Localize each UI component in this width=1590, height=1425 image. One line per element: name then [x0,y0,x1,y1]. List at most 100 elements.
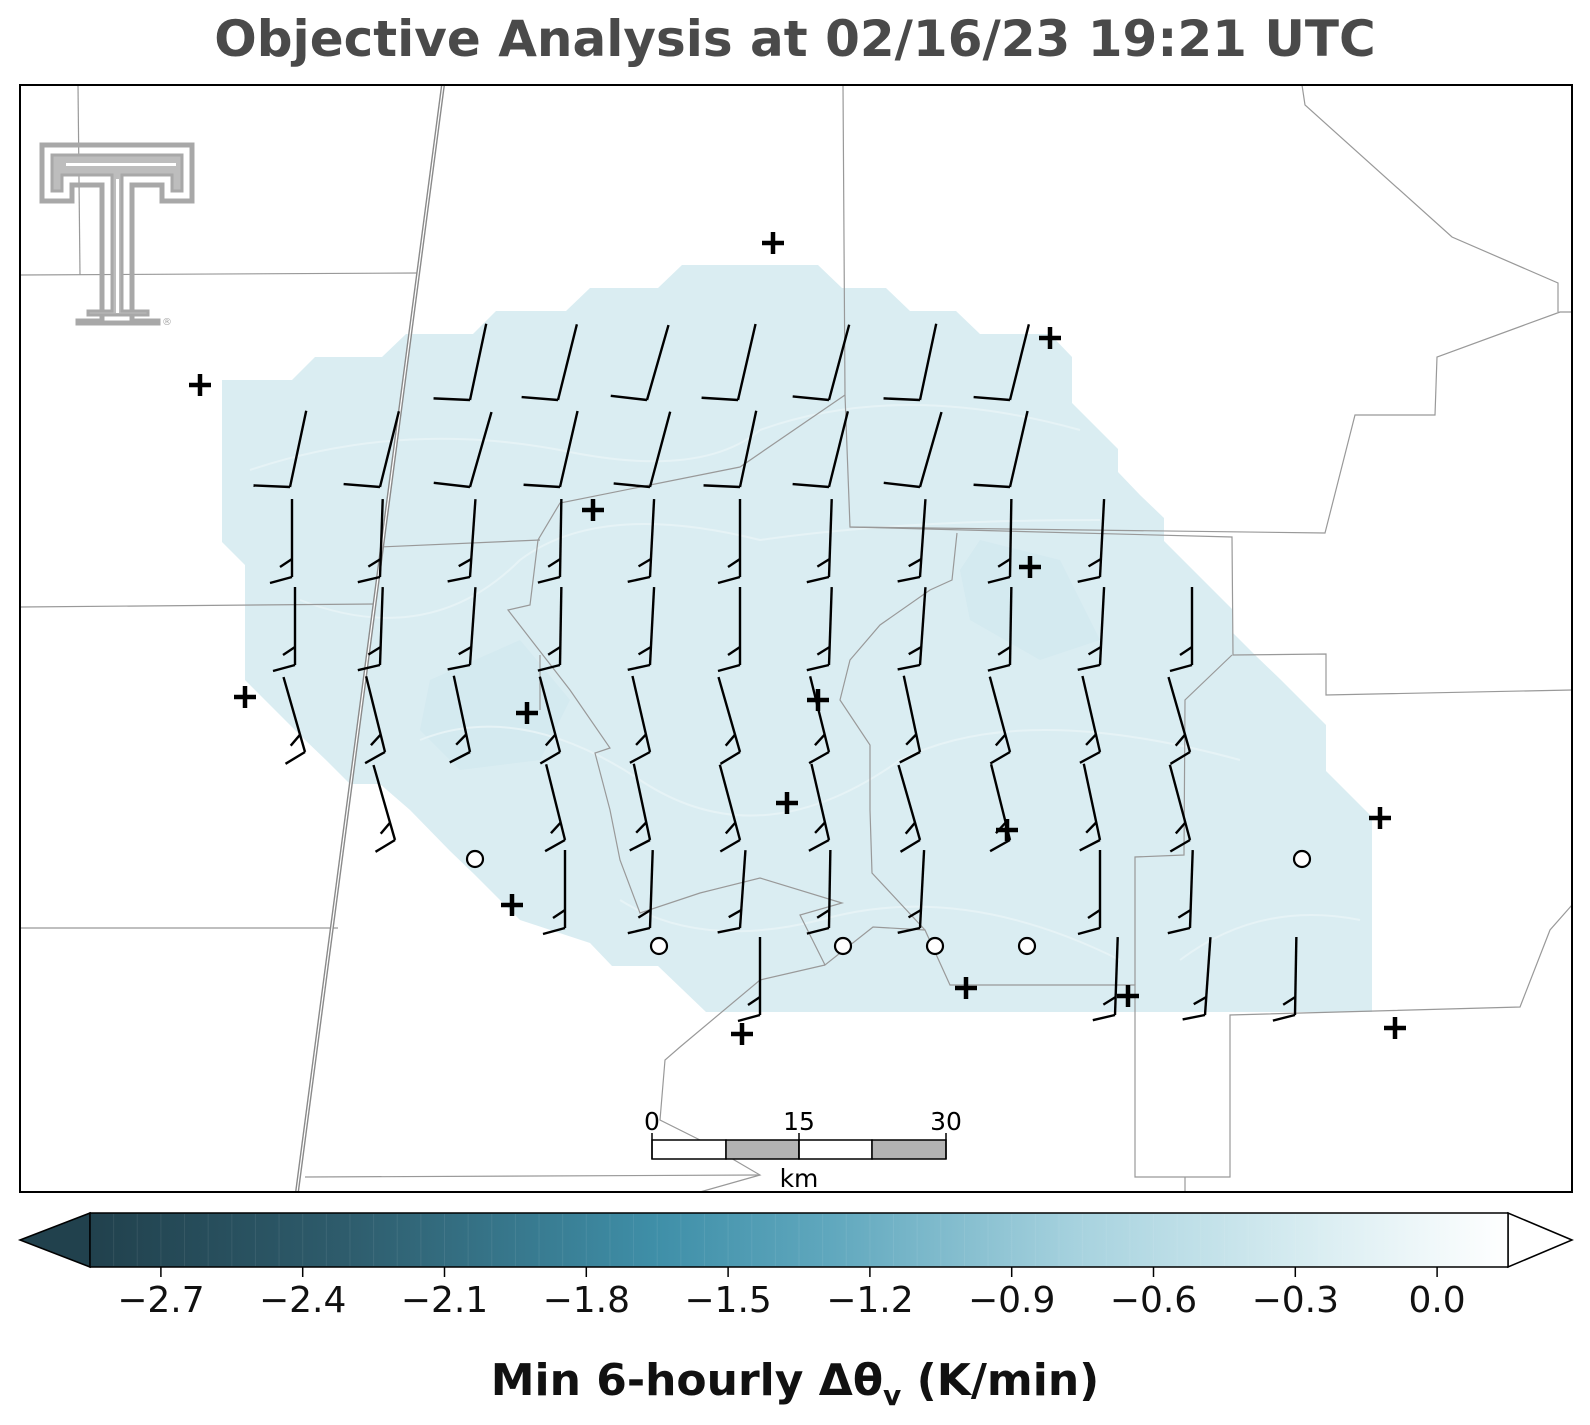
calm-station-icon [649,936,669,956]
wind-barb [1182,937,1212,1021]
wind-barb [1079,675,1102,764]
wind-barb [718,764,742,853]
station-plus-icon [762,232,784,254]
colorbar-tick-label: −2.7 [117,1280,204,1321]
wind-barb [792,411,850,489]
wind-barb [717,499,742,585]
scale-label-0: 0 [644,1107,660,1136]
map-frame [19,84,1573,1193]
wind-barb [897,850,926,935]
wind-barb [899,675,922,764]
svg-text:®: ® [162,317,172,328]
wind-barb [523,410,579,489]
wind-barbs [253,323,1298,1023]
station-plus-icon [1369,807,1391,829]
station-plus-icon [955,977,977,999]
station-markers [189,232,1406,1045]
wind-barb [703,410,758,489]
colorbar-high-extension [1507,1211,1574,1269]
wind-barb [973,410,1029,489]
wind-barb [1167,850,1194,935]
wind-barb [272,587,297,673]
wind-barb [1168,764,1192,853]
station-plus-icon [1117,985,1139,1007]
wind-barb [717,850,747,934]
wind-barb [343,411,401,489]
map-title: Objective Analysis at 02/16/23 19:21 UTC [214,10,1376,68]
colorbar-tick-label: −1.2 [826,1280,913,1321]
station-plus-icon [1019,556,1041,578]
wind-barb [806,499,833,584]
station-plus-icon [996,819,1018,841]
colorbar-gradient [89,1212,1509,1268]
wind-barb [737,937,762,1023]
wind-barb [701,323,757,402]
logo-double-t-icon: ® [39,142,195,328]
wind-barb [1169,587,1194,673]
wind-barb [538,676,562,765]
wind-barb [544,764,567,853]
wind-barb [1077,850,1102,936]
wind-barb [627,499,656,584]
wind-barb [1077,499,1106,584]
wind-barb [447,587,477,671]
wind-barb [792,324,851,402]
station-plus-icon [516,702,538,724]
wind-barb [806,587,833,672]
calm-station-icon [465,849,485,869]
station-plus-icon [189,374,211,396]
wind-barb [372,764,397,853]
scale-bar: 0 15 30 km [644,1107,962,1193]
wind-barb [987,586,1013,672]
wind-barb [627,850,654,935]
wind-barb [433,411,493,489]
wind-barb [1167,676,1192,765]
wind-barb [357,587,384,672]
wind-barb [253,410,308,489]
calm-station-icon [925,936,945,956]
colorbar-tick-label: −1.8 [543,1280,630,1321]
colorbar-tick-label: 0.0 [1408,1280,1465,1321]
wind-barb [357,499,384,584]
wind-barb [988,676,1012,765]
calm-station-icon [1292,849,1312,869]
wind-barb [808,763,831,852]
scale-label-15: 15 [783,1107,815,1136]
wind-barb [1077,587,1106,672]
wind-barb [542,850,567,936]
station-plus-icon [1384,1017,1406,1039]
wind-barb [973,324,1031,402]
wind-barb [883,411,943,489]
station-plus-icon [731,1023,753,1045]
wind-barb [629,675,652,764]
scale-label-30: 30 [930,1107,962,1136]
calm-station-icon [1017,936,1037,956]
colorbar-low-extension [17,1211,91,1269]
wind-barb [449,675,472,764]
wind-barb [897,764,922,853]
station-plus-icon [234,686,256,708]
colorbar-tick-label: −0.6 [1110,1280,1197,1321]
wind-barb [613,411,672,489]
wind-barb [883,323,938,402]
wind-barb [717,676,742,765]
analysis-fill-region [222,265,1372,1012]
wind-barb [521,324,579,402]
station-plus-icon [582,499,604,521]
station-plus-icon [1039,327,1061,349]
wind-barb [627,587,656,672]
colorbar-label: Min 6-hourly Δθv (K/min) [490,1355,1100,1412]
wind-barb [897,499,927,583]
wind-barb [364,676,387,765]
wind-barb [447,499,477,583]
wind-barb [433,323,488,402]
wind-barb [987,498,1013,584]
wind-barb [629,763,652,852]
calm-station-icon [833,936,853,956]
colorbar-ticks: −2.7 −2.4 −2.1 −1.8 −1.5 −1.2 −0.9 −0.6 −0.3 0.0 [117,1267,1466,1321]
scale-unit: km [780,1164,819,1193]
colorbar: −2.7 −2.4 −2.1 −1.8 −1.5 −1.2 −0.9 −0.6 −0.3 0.0 [17,1211,1574,1321]
state-line-highlight [296,85,444,1192]
colorbar-tick-label: −0.3 [1252,1280,1339,1321]
